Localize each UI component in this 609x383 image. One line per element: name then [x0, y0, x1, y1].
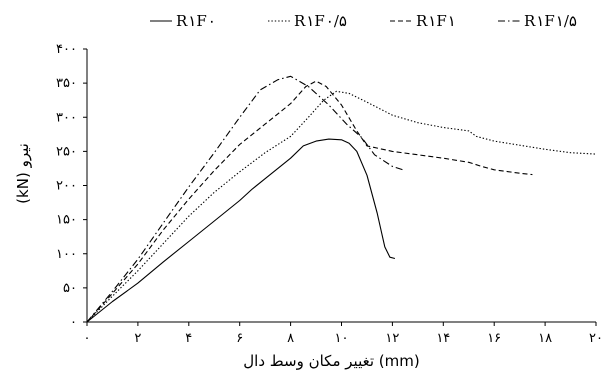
series-line-3 [86, 80, 533, 323]
series-line-2 [86, 90, 597, 323]
x-tick-label: ۱۰ [335, 331, 349, 346]
y-ticks: ۰ ۵۰ ۱۰۰ ۱۵۰ ۲۰۰ ۲۵۰ ۳۰۰ ۳۵۰ ۴۰۰ [56, 42, 87, 330]
x-tick-label: ۱۸ [538, 331, 552, 346]
legend-label: R۱F۱/۵ [524, 12, 577, 30]
y-tick-label: ۴۰۰ [56, 42, 77, 57]
y-tick-label: ۲۰۰ [56, 179, 77, 194]
chart-axes [86, 49, 596, 323]
x-tick-label: ۱۶ [487, 331, 501, 346]
y-tick-label: ۱۵۰ [56, 213, 77, 228]
chart-legend: R۱F۰ R۱F۰/۵ R۱F۱ R۱F۱/۵ [150, 12, 577, 30]
x-tick-label: ۱۴ [436, 331, 450, 346]
x-axis-title: (mm) تغییر مکان وسط دال [243, 352, 419, 370]
x-ticks: ۰ ۲ ۴ ۶ ۸ ۱۰ ۱۲ ۱۴ ۱۶ ۱۸ ۲۰ [84, 322, 603, 346]
x-tick-label: ۶ [236, 331, 243, 346]
y-axis-title: (kN) نیرو [14, 143, 32, 204]
y-tick-label: ۱۰۰ [56, 247, 77, 262]
x-tick-label: ۲ [134, 331, 141, 346]
legend-label: R۱F۱ [416, 12, 456, 30]
x-tick-label: ۰ [84, 331, 91, 346]
x-tick-label: ۱۲ [385, 331, 399, 346]
x-tick-label: ۸ [287, 331, 294, 346]
y-tick-label: ۲۵۰ [56, 144, 77, 159]
series-line-1 [86, 138, 396, 323]
y-tick-label: ۳۵۰ [56, 76, 77, 91]
legend-label: R۱F۰/۵ [294, 12, 347, 30]
y-tick-label: ۰ [70, 315, 77, 330]
x-tick-label: ۲۰ [589, 331, 603, 346]
y-tick-label: ۳۰۰ [56, 110, 77, 125]
series-line-4 [86, 75, 406, 323]
x-tick-label: ۴ [185, 331, 192, 346]
legend-label: R۱F۰ [176, 12, 216, 30]
series-layer [86, 75, 597, 323]
y-tick-label: ۵۰ [63, 281, 77, 296]
